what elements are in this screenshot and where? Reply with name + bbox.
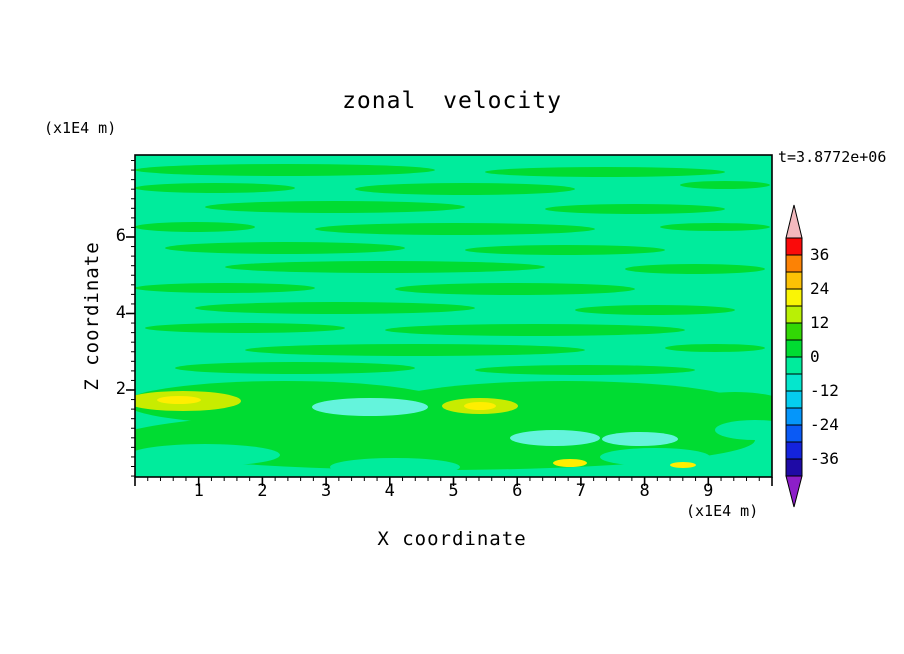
z-tick-label: 6 <box>115 226 126 246</box>
x-tick-label: 1 <box>193 481 204 501</box>
colorbar-segment <box>785 271 803 290</box>
contour-blob <box>135 164 435 176</box>
colorbar-label: -12 <box>810 381 839 400</box>
contour-blob <box>355 183 575 195</box>
contour-blob <box>135 283 315 293</box>
contour-blob <box>157 396 201 404</box>
contour-blob <box>145 323 345 333</box>
contour-blob <box>205 201 465 213</box>
x-tick-label: 5 <box>448 481 459 501</box>
contour-blob <box>245 344 585 356</box>
colorbar-segment <box>785 407 803 426</box>
x-tick-label: 9 <box>703 481 714 501</box>
colorbar-segment <box>785 373 803 392</box>
x-tick-label: 2 <box>257 481 268 501</box>
colorbar-label: 36 <box>810 245 829 264</box>
contour-blob <box>330 458 460 476</box>
colorbar-segment <box>785 441 803 460</box>
contour-blob <box>660 223 770 231</box>
x-axis-units: (x1E4 m) <box>686 502 759 520</box>
colorbar-segment <box>785 339 803 358</box>
colorbar-segment <box>785 288 803 307</box>
colorbar-segment <box>785 305 803 324</box>
colorbar-segment <box>785 390 803 409</box>
z-tick-label: 4 <box>115 302 126 323</box>
x-tick-label: 4 <box>384 481 395 501</box>
axis-ticks <box>126 160 773 486</box>
colorbar-segment <box>785 424 803 443</box>
contour-blob <box>665 344 765 352</box>
colorbar-segment <box>785 458 803 477</box>
contour-blob <box>465 245 665 255</box>
contour-blob <box>464 402 496 410</box>
contour-blob <box>625 264 765 274</box>
y-axis-units: (x1E4 m) <box>44 119 117 137</box>
contour-blob <box>545 204 725 214</box>
x-tick-label: 3 <box>320 481 332 501</box>
contour-blob <box>135 410 755 470</box>
contour-blob <box>600 448 710 466</box>
contour-blob <box>553 459 587 467</box>
contour-blob <box>475 365 695 375</box>
colorbar-arrow-bottom <box>785 475 803 508</box>
contour-blob <box>315 223 595 235</box>
contour-blob <box>135 222 255 232</box>
colorbar-label: 24 <box>810 279 829 298</box>
x-tick-label: 7 <box>575 481 587 501</box>
x-tick-label: 8 <box>639 481 650 501</box>
contour-blob <box>675 392 772 428</box>
colorbar-segment <box>785 237 803 256</box>
contour-blob <box>510 430 600 446</box>
x-axis-label: X coordinate <box>377 528 527 550</box>
contour-blob <box>135 444 280 466</box>
contour-blob <box>195 302 475 314</box>
colorbar-label: 12 <box>810 313 829 332</box>
colorbar-segment <box>785 254 803 273</box>
contour-blob <box>225 261 545 273</box>
contour-blob <box>175 362 415 374</box>
plot-title: zonal velocity <box>342 88 562 114</box>
contour-blob <box>575 305 735 315</box>
contour-field <box>135 155 772 477</box>
contour-blob <box>135 183 295 193</box>
z-tick-label: 2 <box>115 379 126 399</box>
contour-blob <box>165 242 405 254</box>
colorbar-segment <box>785 322 803 341</box>
contour-blob <box>602 432 678 446</box>
colorbar-label: -36 <box>810 449 839 468</box>
colorbar-segment <box>785 356 803 375</box>
colorbar-label: -24 <box>810 415 839 434</box>
x-tick-label: 6 <box>512 481 523 501</box>
contour-blob <box>485 167 725 177</box>
contour-blob <box>680 181 770 189</box>
contour-blob <box>385 324 685 336</box>
contour-blob <box>395 283 635 295</box>
colorbar-arrow-top <box>785 204 803 239</box>
colorbar-label: 0 <box>810 347 820 366</box>
contour-blob <box>715 420 772 440</box>
contour-blob <box>312 398 428 416</box>
time-label: t=3.8772e+06 <box>778 148 887 166</box>
contour-blob <box>670 462 696 468</box>
